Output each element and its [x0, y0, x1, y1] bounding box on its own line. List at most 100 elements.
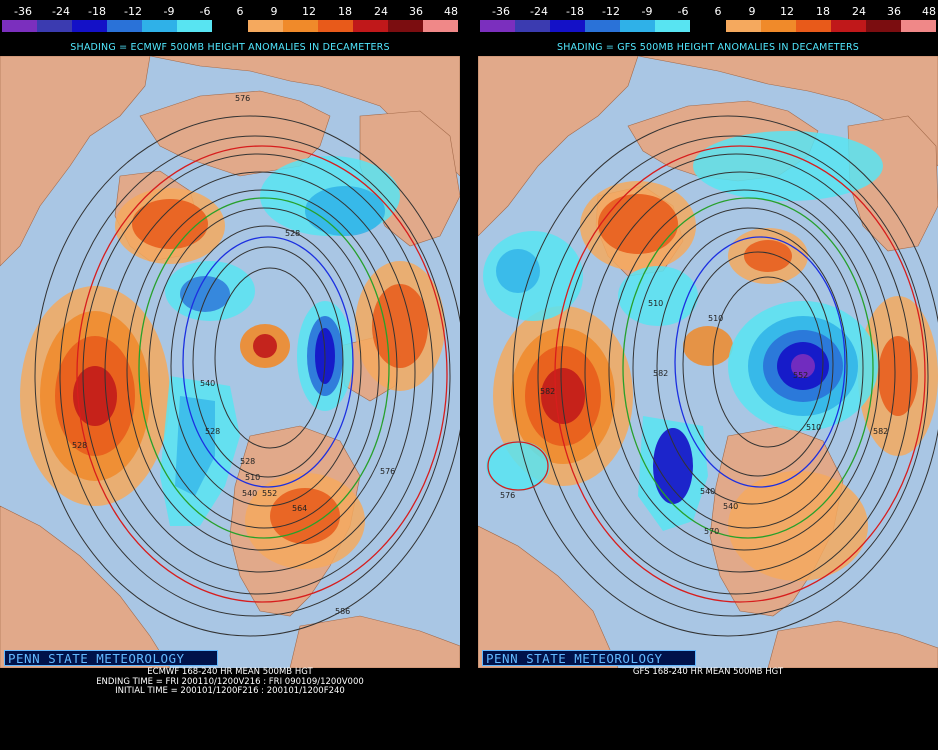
footer-text: ECMWF 168-240 HR MEAN 500MB HGT ENDING T…: [0, 667, 460, 697]
ecmwf-panel: -36 -24 -18 -12 -9 -6 6 9 12 18 24 36 48 SHADING = E…: [0, 0, 460, 750]
scale-swatch: [422, 20, 459, 32]
scale-label: 6: [714, 5, 722, 18]
scale-label: -36: [14, 5, 32, 18]
gfs-map: 510 510 582 582 582 552 510 540 570 540 …: [478, 56, 938, 668]
scale-swatch: [2, 20, 38, 32]
contour-closed-low: [487, 441, 549, 491]
contour-label: 576: [500, 491, 515, 500]
contour-label: 552: [793, 371, 808, 380]
contour-label: 528: [285, 229, 300, 238]
shading-title: SHADING = GFS 500MB HEIGHT ANOMALIES IN …: [556, 42, 860, 53]
scale-swatch: [480, 20, 516, 32]
scale-label: -12: [602, 5, 620, 18]
scale-label: -18: [88, 5, 106, 18]
contour-label: 582: [653, 369, 668, 378]
contour-528: [182, 236, 354, 488]
scale-label: 18: [338, 5, 352, 18]
scale-swatch: [585, 20, 621, 32]
scale-label: -9: [163, 5, 175, 18]
scale-label: 6: [236, 5, 244, 18]
anomaly-color-scale: [2, 20, 459, 32]
contour-labels: 510 510 582 582 582 552 510 540 570 540 …: [500, 299, 888, 536]
scale-swatch: [830, 20, 866, 32]
height-contours: [34, 115, 460, 637]
contour-label: 540: [200, 379, 215, 388]
polar-stereographic-map: 510 510 582 582 582 552 510 540 570 540 …: [478, 56, 938, 668]
scale-swatch: [37, 20, 73, 32]
scale-swatch: [515, 20, 551, 32]
scale-label: -36: [492, 5, 510, 18]
contour-label: 510: [648, 299, 663, 308]
anomaly-scale-labels: -36 -24 -18 -12 -9 -6 6 9 12 18 24 36 48: [478, 5, 938, 19]
anomaly-shading: [20, 156, 445, 569]
penn-state-brand: PENN STATE METEOROLOGY: [482, 650, 696, 666]
scale-swatch: [352, 20, 388, 32]
contour-label: 576: [235, 94, 250, 103]
scale-swatch: [282, 20, 318, 32]
penn-state-brand: PENN STATE METEOROLOGY: [4, 650, 218, 666]
scale-swatch: [655, 20, 691, 32]
anomaly-scale-labels: -36 -24 -18 -12 -9 -6 6 9 12 18 24 36 48: [0, 5, 460, 19]
scale-swatch: [760, 20, 796, 32]
scale-label: -24: [52, 5, 70, 18]
height-contours: [512, 115, 938, 637]
contour-528: [674, 236, 846, 488]
contour-label: 540: [700, 487, 715, 496]
scale-label: 48: [444, 5, 458, 18]
anomaly-color-scale: [480, 20, 937, 32]
footer-text: GFS 168-240 HR MEAN 500MB HGT: [478, 667, 938, 678]
scale-label: 24: [374, 5, 388, 18]
contour-label: 540: [723, 502, 738, 511]
scale-label: -6: [199, 5, 211, 18]
polar-stereographic-map: 576 528 528 528 540 510 576 528 540 552 …: [0, 56, 460, 668]
scale-label: -18: [566, 5, 584, 18]
footer-line: ENDING TIME = FRI 200110/1200V216 : FRI …: [96, 676, 364, 687]
scale-label: 9: [270, 5, 278, 18]
scale-swatch: [177, 20, 213, 32]
contour-label: 552: [262, 489, 277, 498]
contour-label: 564: [292, 504, 307, 513]
contour-label: 582: [540, 387, 555, 396]
anomaly-shading: [483, 131, 938, 581]
scale-swatch: [107, 20, 143, 32]
contour-label: 510: [245, 473, 260, 482]
scale-swatch: [620, 20, 656, 32]
scale-swatch: [725, 20, 761, 32]
contour-label: 540: [242, 489, 257, 498]
scale-label: -24: [530, 5, 548, 18]
scale-swatch: [900, 20, 937, 32]
footer-line: INITIAL TIME = 200101/1200F216 : 200101/…: [115, 686, 345, 696]
scale-swatch: [865, 20, 901, 32]
scale-label: 12: [302, 5, 316, 18]
contour-label: 570: [704, 527, 719, 536]
scale-swatch: [387, 20, 423, 32]
contour-labels: 576 528 528 528 540 510 576 528 540 552 …: [72, 94, 395, 616]
scale-swatch: [550, 20, 586, 32]
scale-swatch: [317, 20, 353, 32]
ecmwf-map: 576 528 528 528 540 510 576 528 540 552 …: [0, 56, 460, 668]
scale-label: 36: [887, 5, 901, 18]
contour-label: 582: [873, 427, 888, 436]
contour-552: [622, 197, 874, 539]
footer-line: GFS 168-240 HR MEAN 500MB HGT: [632, 667, 784, 677]
footer-line: ECMWF 168-240 HR MEAN 500MB HGT: [147, 667, 313, 677]
scale-label: -9: [641, 5, 653, 18]
scale-label: 24: [852, 5, 866, 18]
scale-label: 12: [780, 5, 794, 18]
contour-576: [554, 145, 926, 603]
gfs-panel: -36 -24 -18 -12 -9 -6 6 9 12 18 24 36 48 SHADING = G…: [478, 0, 938, 750]
contour-label: 576: [380, 467, 395, 476]
scale-label: -6: [677, 5, 689, 18]
contour-label: 510: [806, 423, 821, 432]
scale-label: 9: [748, 5, 756, 18]
scale-label: 48: [922, 5, 936, 18]
scale-label: 36: [409, 5, 423, 18]
scale-swatch: [142, 20, 178, 32]
scale-swatch: [247, 20, 283, 32]
scale-swatch: [690, 20, 726, 32]
scale-label: 18: [816, 5, 830, 18]
scale-swatch: [795, 20, 831, 32]
contour-label: 528: [240, 457, 255, 466]
scale-swatch: [72, 20, 108, 32]
shading-title: SHADING = ECMWF 500MB HEIGHT ANOMALIES I…: [70, 42, 390, 53]
